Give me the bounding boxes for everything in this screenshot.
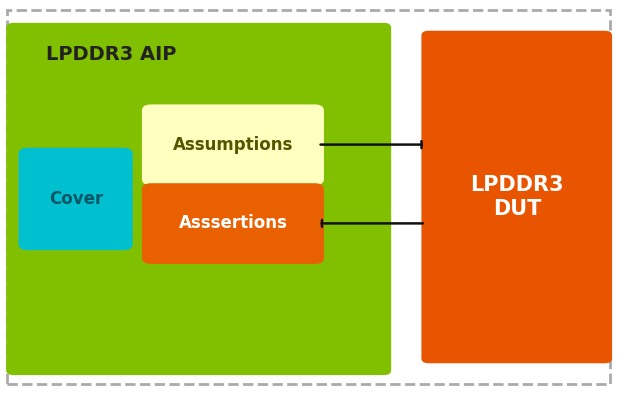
FancyBboxPatch shape [19,148,133,250]
FancyBboxPatch shape [6,23,391,375]
Text: LPDDR3 AIP: LPDDR3 AIP [46,45,176,64]
Text: Assumptions: Assumptions [173,136,294,154]
FancyBboxPatch shape [142,183,324,264]
Text: Asssertions: Asssertions [179,214,288,232]
Text: LPDDR3
DUT: LPDDR3 DUT [470,175,564,219]
Text: Cover: Cover [49,190,103,208]
FancyBboxPatch shape [421,31,612,363]
FancyBboxPatch shape [142,104,324,185]
